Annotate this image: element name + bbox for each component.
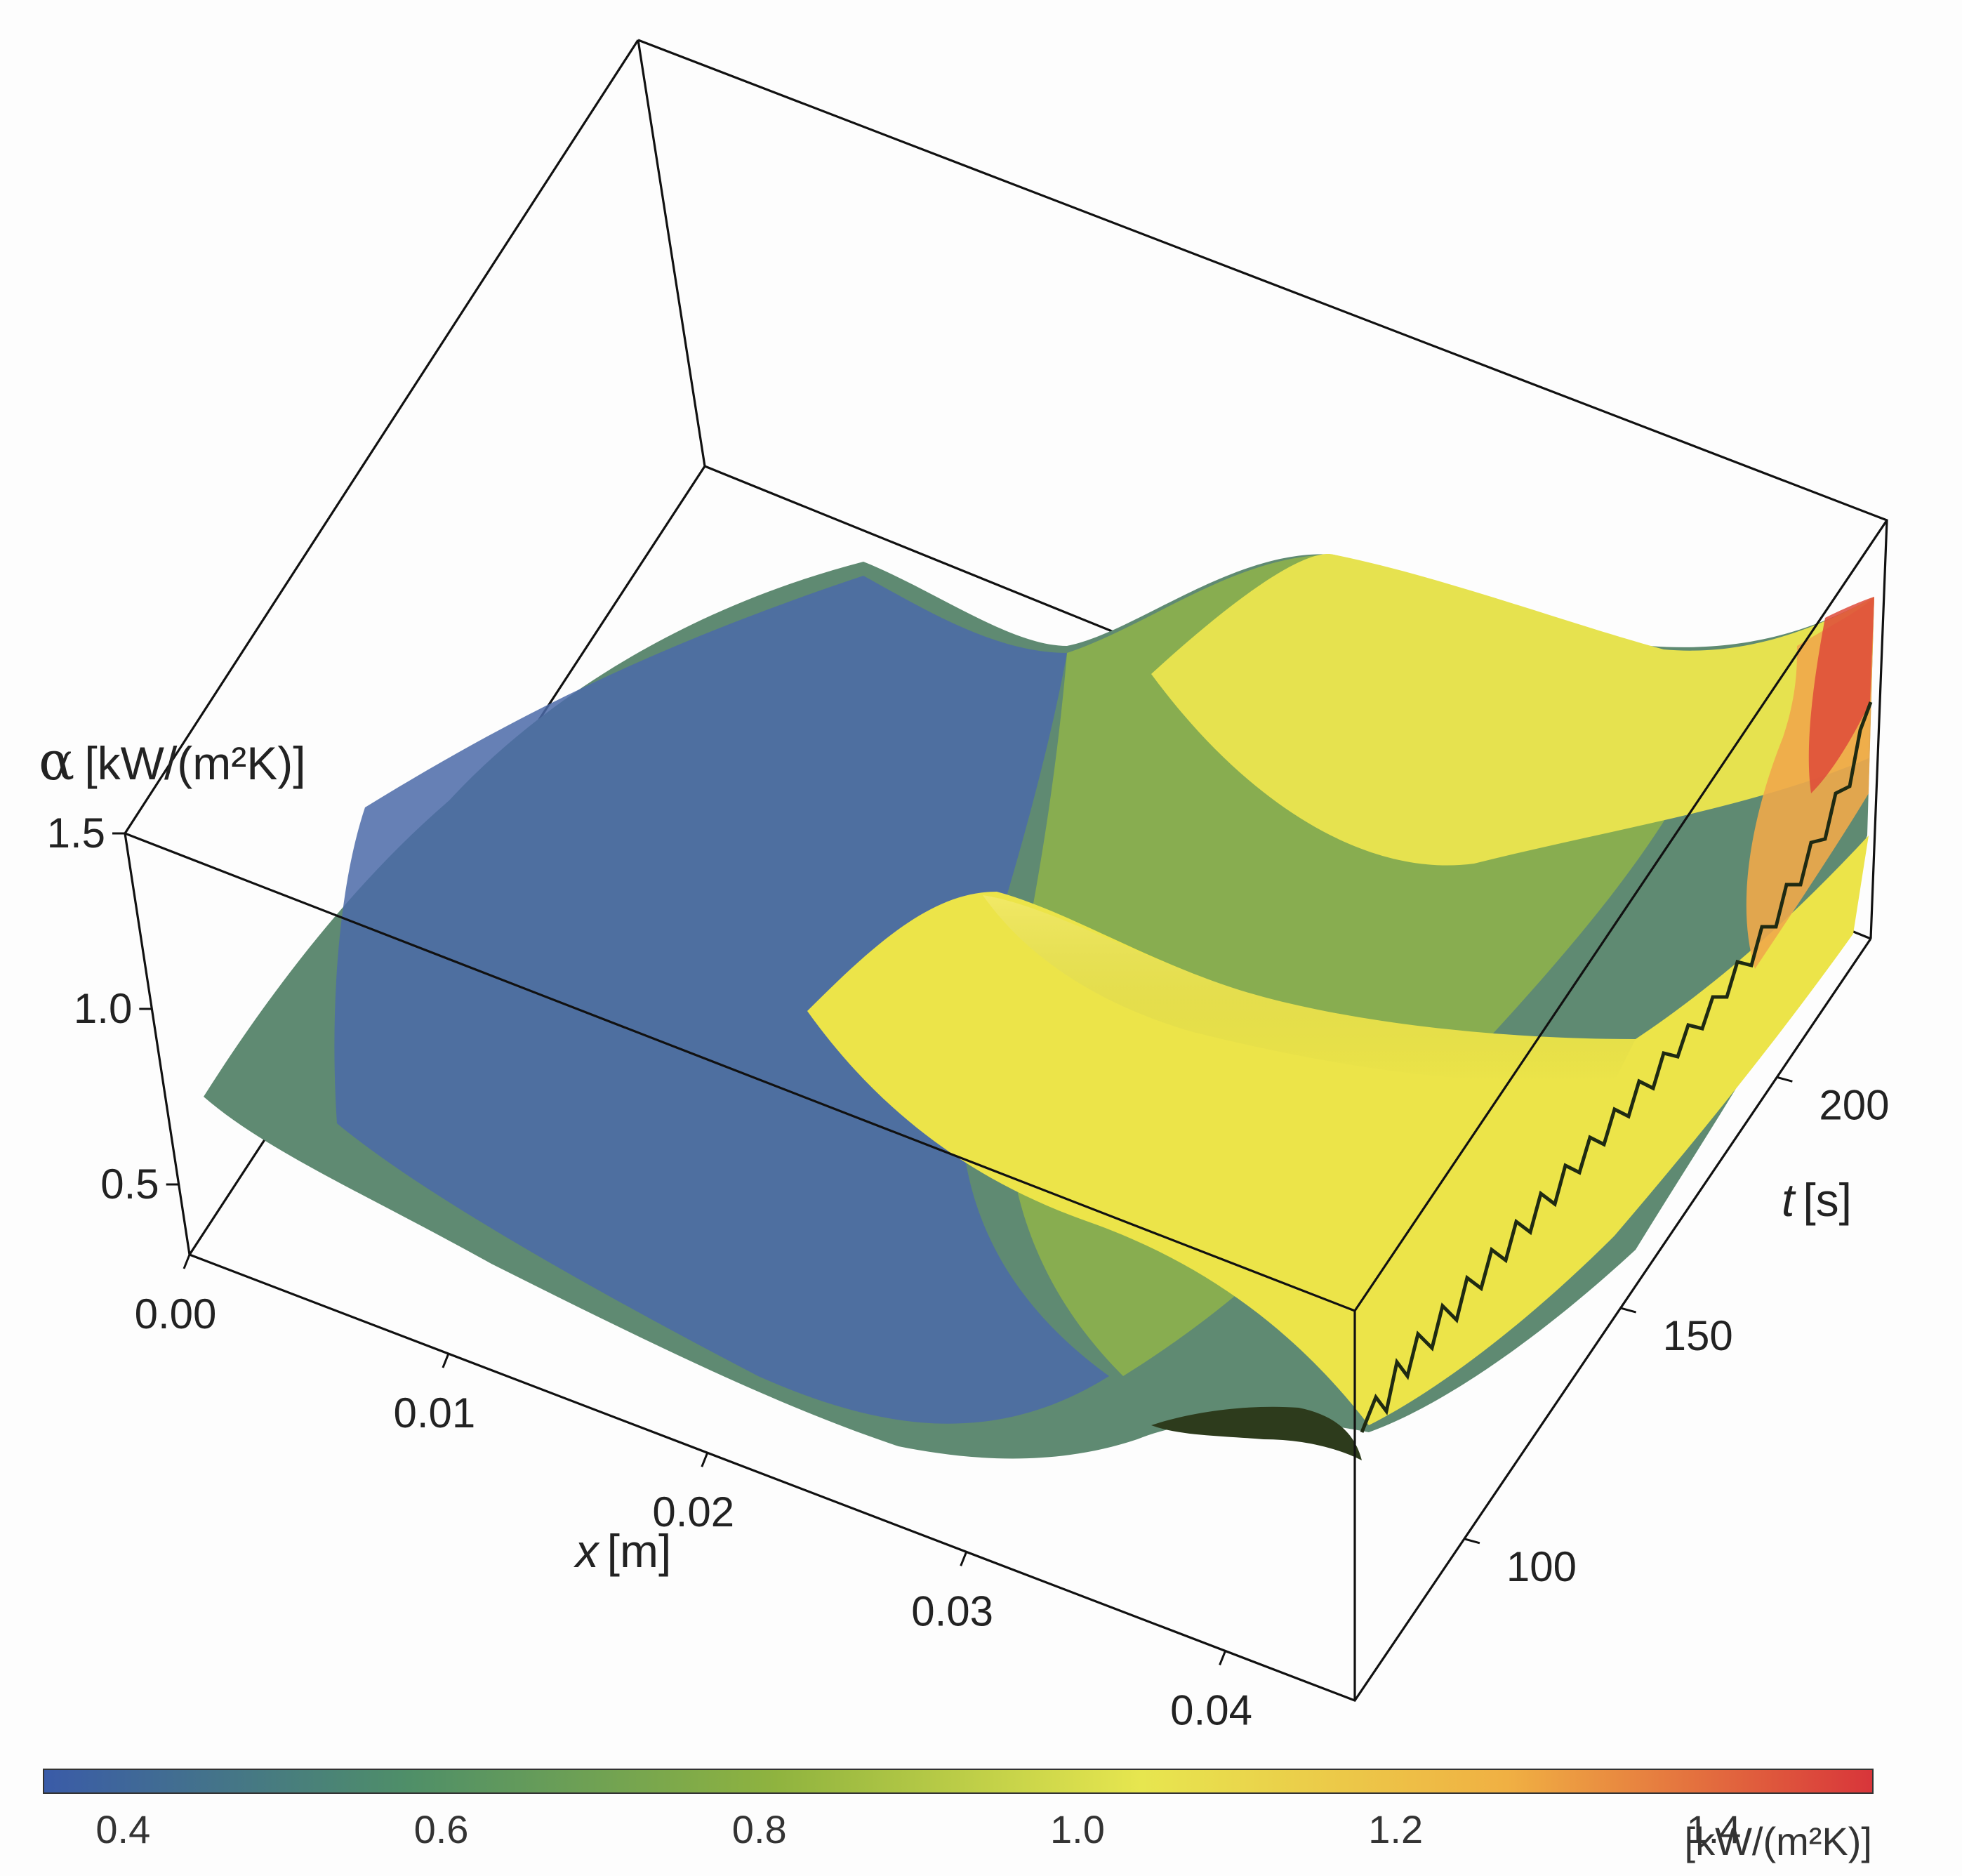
- surface-yellow-ridge-front: [807, 835, 1869, 1425]
- colorbar-tick-label: 1.4: [1686, 1807, 1741, 1851]
- t-tick-label: 150: [1663, 1312, 1733, 1359]
- t-tick-mark: [1620, 1307, 1637, 1314]
- t-tick-label: 200: [1819, 1081, 1889, 1128]
- colorbar-ticks: 0.4 0.6 0.8 1.0 1.2 1.4: [95, 1807, 1741, 1851]
- surface-yellow-ridge-back: [1151, 554, 1874, 866]
- x-axis: 0.00 0.01 0.02 0.03 0.04 x [m]: [135, 1254, 1252, 1733]
- z-axis-label: α [kW/(m²K)]: [39, 729, 306, 792]
- z-axis-symbol: α: [39, 729, 74, 792]
- bounding-box-front-edges: [124, 520, 1888, 1702]
- surface-blue-valley: [334, 576, 1109, 1424]
- surface-jagged-right-edge: [1360, 701, 1873, 1433]
- x-tick-label: 0.02: [652, 1488, 734, 1535]
- x-axis-unit: [m]: [607, 1525, 672, 1577]
- alpha-surface: [204, 554, 1874, 1460]
- t-axis: 100 150 200 t [s]: [1464, 1076, 1889, 1590]
- colorbar-tick-label: 1.0: [1050, 1807, 1105, 1851]
- x-tick-label: 0.01: [393, 1389, 475, 1436]
- colorbar-tick-label: 0.4: [95, 1807, 150, 1851]
- t-tick-mark: [1464, 1538, 1480, 1545]
- t-axis-unit: [s]: [1803, 1174, 1852, 1226]
- z-tick-label: 1.0: [74, 985, 132, 1032]
- x-tick-mark: [701, 1452, 709, 1467]
- x-tick-mark: [1219, 1650, 1226, 1666]
- x-axis-label: x [m]: [574, 1525, 672, 1577]
- z-tick-label: 0.5: [100, 1161, 159, 1208]
- x-tick-label: 0.04: [1170, 1686, 1252, 1733]
- x-axis-var: x: [574, 1525, 600, 1577]
- colorbar-tick-label: 1.2: [1368, 1807, 1423, 1851]
- z-axis-unit: [kW/(m²K)]: [84, 737, 305, 789]
- x-tick-mark: [183, 1254, 191, 1269]
- t-axis-label: t [s]: [1782, 1174, 1852, 1226]
- surface-red-corner: [1808, 597, 1874, 793]
- z-axis: 0.5 1.0 1.5 α [kW/(m²K)]: [39, 729, 306, 1208]
- colorbar: 0.4 0.6 0.8 1.0 1.2 1.4 [kW/(m²K)]: [43, 1769, 1874, 1863]
- colorbar-tick-label: 0.6: [414, 1807, 469, 1851]
- colorbar-bar: [43, 1769, 1874, 1794]
- x-tick-mark: [960, 1551, 968, 1566]
- surface-ridge-highlight: [983, 895, 1636, 1083]
- x-tick-mark: [442, 1353, 450, 1368]
- x-tick-label: 0.00: [135, 1290, 217, 1337]
- colorbar-unit: [kW/(m²K)]: [1685, 1819, 1872, 1863]
- x-tick-label: 0.03: [911, 1587, 993, 1634]
- surface-dark-front-lip: [1151, 1406, 1362, 1460]
- colorbar-tick-label: 0.8: [732, 1807, 787, 1851]
- t-tick-mark: [1776, 1076, 1793, 1083]
- t-axis-var: t: [1782, 1174, 1796, 1226]
- t-tick-label: 100: [1506, 1543, 1577, 1590]
- z-tick-label: 1.5: [47, 810, 105, 857]
